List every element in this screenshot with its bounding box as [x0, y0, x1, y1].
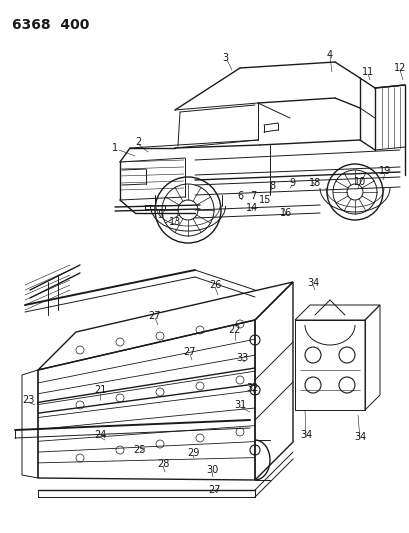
Text: 12: 12: [393, 63, 405, 73]
Text: 28: 28: [156, 459, 169, 469]
Text: 16: 16: [279, 208, 291, 218]
Text: 33: 33: [235, 353, 247, 363]
Text: 22: 22: [228, 325, 240, 335]
Text: 32: 32: [246, 383, 258, 393]
Text: 19: 19: [378, 166, 390, 176]
Text: 18: 18: [308, 178, 320, 188]
Text: 7: 7: [249, 191, 256, 201]
Text: 21: 21: [94, 385, 106, 395]
Text: 34: 34: [299, 430, 311, 440]
Text: 27: 27: [148, 311, 161, 321]
Text: 6: 6: [236, 191, 243, 201]
Text: 3: 3: [221, 53, 227, 63]
Text: 5: 5: [157, 210, 163, 220]
Text: 23: 23: [22, 395, 34, 405]
Text: 2: 2: [135, 137, 141, 147]
Text: 27: 27: [208, 485, 221, 495]
Text: 14: 14: [245, 203, 258, 213]
Text: 26: 26: [208, 280, 220, 290]
Text: 11: 11: [361, 67, 373, 77]
Text: 25: 25: [133, 445, 146, 455]
Text: 34: 34: [306, 278, 318, 288]
Text: 8: 8: [268, 181, 274, 191]
Text: 9: 9: [288, 178, 294, 188]
Text: 34: 34: [353, 432, 365, 442]
Text: 31: 31: [233, 400, 245, 410]
Text: 6368  400: 6368 400: [12, 18, 89, 32]
Text: 29: 29: [187, 448, 199, 458]
Text: 30: 30: [205, 465, 218, 475]
Text: 10: 10: [353, 177, 365, 187]
Text: 1: 1: [112, 143, 118, 153]
Text: 4: 4: [326, 50, 332, 60]
Text: 27: 27: [183, 347, 196, 357]
Text: 24: 24: [94, 430, 106, 440]
Text: 13: 13: [169, 217, 181, 227]
Text: 15: 15: [258, 195, 270, 205]
